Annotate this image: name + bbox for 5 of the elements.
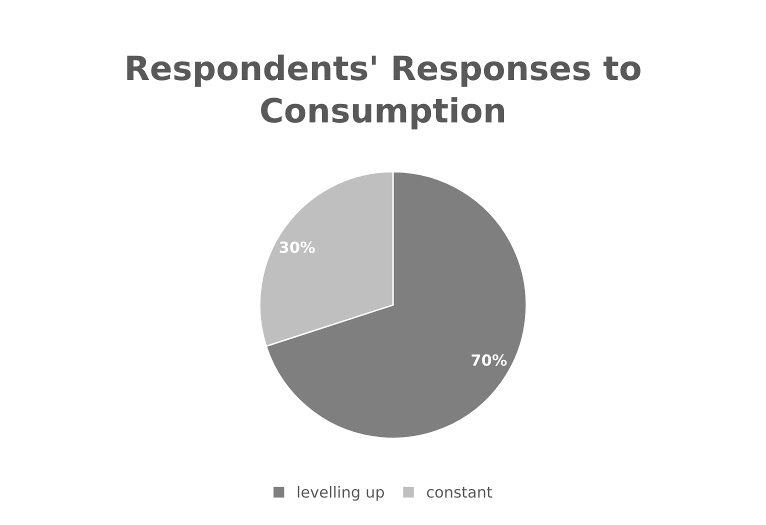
legend-label: constant [426,486,492,498]
data-label: 30% [280,241,315,254]
chart-title: Respondents' Responses to Consumption [127,54,640,130]
legend-label: levelling up [298,486,384,501]
data-label: 70% [472,354,507,366]
